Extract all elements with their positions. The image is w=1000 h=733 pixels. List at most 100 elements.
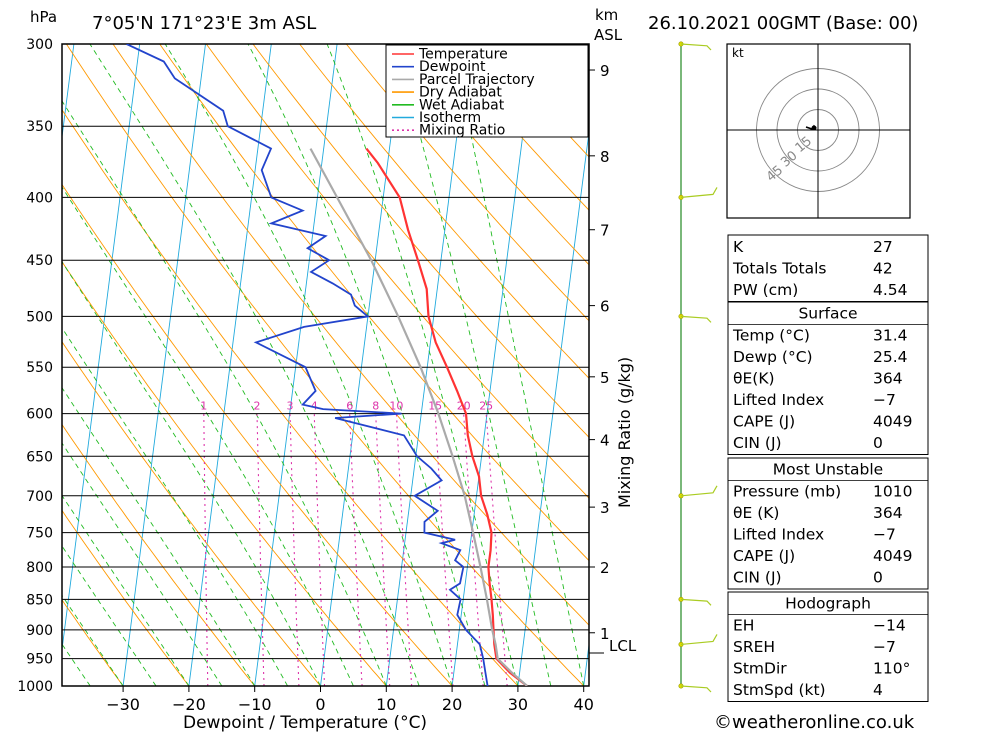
table-row-label: θE (K) xyxy=(733,504,779,522)
table-row-value: 4.54 xyxy=(873,281,908,299)
table-title: Hodograph xyxy=(785,595,871,613)
temp-tick-label: 10 xyxy=(376,695,396,714)
pressure-tick-label: 1000 xyxy=(17,679,53,695)
pressure-tick-label: 450 xyxy=(26,253,53,269)
parcel-trajectory-profile xyxy=(309,148,528,686)
pressure-tick-label: 950 xyxy=(26,652,53,668)
dry-adiabat-line xyxy=(252,44,589,438)
dry-adiabat-line xyxy=(62,509,190,686)
table-row-label: Lifted Index xyxy=(733,391,824,409)
table-row-value: 364 xyxy=(873,504,903,522)
table-frame xyxy=(727,301,929,455)
hodograph-table: Hodograph EH −14 SREH −7 StmDir 110° StmSpd (kt… xyxy=(727,591,929,702)
legend-label: Dry Adiabat xyxy=(419,85,502,101)
isotherm-line xyxy=(451,44,535,686)
wind-barb xyxy=(680,43,712,51)
isotherm-line xyxy=(650,44,732,686)
wet-adiabat-line xyxy=(62,327,288,686)
legend-label: Temperature xyxy=(418,47,508,63)
km-tick-label: 3 xyxy=(600,499,610,517)
table-row-label: EH xyxy=(733,617,754,635)
km-tick-label: 7 xyxy=(600,222,610,240)
km-tick-label: 6 xyxy=(600,298,610,316)
legend-box xyxy=(385,44,589,138)
pressure-tick-label: 550 xyxy=(26,360,53,376)
temp-tick-label: −30 xyxy=(106,695,140,714)
pressure-unit-label: hPa xyxy=(30,8,57,26)
mixing-ratio-line xyxy=(349,413,363,686)
mixing-ratio-line xyxy=(434,413,454,686)
mixing-ratio-line xyxy=(289,413,300,686)
surface-table: Surface Temp (°C) 31.4 Dewp (°C) 25.4 θE(K) 36… xyxy=(727,301,929,455)
table-row-value: 25.4 xyxy=(873,348,908,366)
pressure-tick-label: 800 xyxy=(26,560,53,576)
mixing-ratio-label: 1 xyxy=(200,400,207,413)
table-row-label: CIN (J) xyxy=(733,434,782,452)
mixing-ratio-label: 2 xyxy=(254,400,261,413)
legend-label: Mixing Ratio xyxy=(419,123,505,139)
table-row-value: 0 xyxy=(873,569,883,587)
temp-tick-label: 30 xyxy=(508,695,528,714)
wind-barb xyxy=(680,598,712,606)
dry-adiabat-line xyxy=(392,44,589,266)
temp-tick-label: −20 xyxy=(172,695,206,714)
table-row-label: PW (cm) xyxy=(733,281,798,299)
unstable-table: Most Unstable Pressure (mb) 1010 θE (K) 364 L… xyxy=(727,457,929,590)
table-row-label: Totals Totals xyxy=(732,260,826,278)
km-tick-label: 5 xyxy=(600,369,610,387)
datetime-label: 26.10.2021 00GMT (Base: 00) xyxy=(648,13,918,34)
km-tick-label: 2 xyxy=(600,559,610,577)
isotherm-line xyxy=(517,128,589,686)
lcl-label: LCL xyxy=(609,637,637,655)
table-title: Most Unstable xyxy=(773,461,883,479)
table-row-value: 0 xyxy=(873,434,883,452)
temp-tick-label: 20 xyxy=(442,695,462,714)
table-row-value: 364 xyxy=(873,370,903,388)
table-row-label: CIN (J) xyxy=(733,569,782,587)
table-row-value: 1010 xyxy=(873,483,912,501)
table-frame xyxy=(727,457,929,590)
table-row-value: 42 xyxy=(873,260,893,278)
wind-barb xyxy=(680,315,712,323)
table-row-value: 4049 xyxy=(873,413,912,431)
mixing-ratio-line xyxy=(313,413,326,686)
table-row-value: −14 xyxy=(873,617,906,635)
isotherm-line xyxy=(254,44,338,686)
asl-unit-label: ASL xyxy=(594,26,623,44)
km-unit-label: km xyxy=(595,6,618,24)
mixing-ratio-label: 8 xyxy=(372,400,379,413)
km-tick-label: 9 xyxy=(600,62,610,80)
copyright-label: ©weatheronline.co.uk xyxy=(714,712,915,733)
mixing-ratio-label: 4 xyxy=(311,400,318,413)
table-frame xyxy=(727,591,929,702)
mixing-ratio-label: 25 xyxy=(479,400,493,413)
table-row-label: SREH xyxy=(733,638,775,656)
isotherm-line xyxy=(0,44,8,686)
mixing-ratio-label: 6 xyxy=(346,400,353,413)
table-row-value: −7 xyxy=(873,391,896,409)
mixing-ratio-axis-label: Mixing Ratio (g/kg) xyxy=(615,357,634,508)
isotherm-line xyxy=(385,44,470,686)
wind-barb xyxy=(680,485,718,497)
pressure-tick-label: 900 xyxy=(26,623,53,639)
isotherm-line xyxy=(62,44,141,653)
table-row-label: StmSpd (kt) xyxy=(733,681,826,699)
table-row-value: 4049 xyxy=(873,547,912,565)
pressure-tick-label: 750 xyxy=(26,526,53,542)
table-row-label: CAPE (J) xyxy=(733,413,795,431)
isotherm-line xyxy=(122,44,206,686)
dry-adiabat-line xyxy=(345,44,589,322)
pressure-tick-label: 300 xyxy=(26,37,53,53)
wind-profile xyxy=(678,41,718,693)
temperature-profile xyxy=(365,147,528,686)
pressure-tick-label: 700 xyxy=(26,489,53,505)
plot-border xyxy=(61,43,590,687)
table-row-value: 110° xyxy=(873,660,910,678)
pressure-tick-label: 500 xyxy=(26,309,53,325)
table-row-value: 31.4 xyxy=(873,327,908,345)
table-row-label: CAPE (J) xyxy=(733,547,795,565)
legend-label: Isotherm xyxy=(419,110,481,126)
pressure-tick-label: 400 xyxy=(26,190,53,206)
